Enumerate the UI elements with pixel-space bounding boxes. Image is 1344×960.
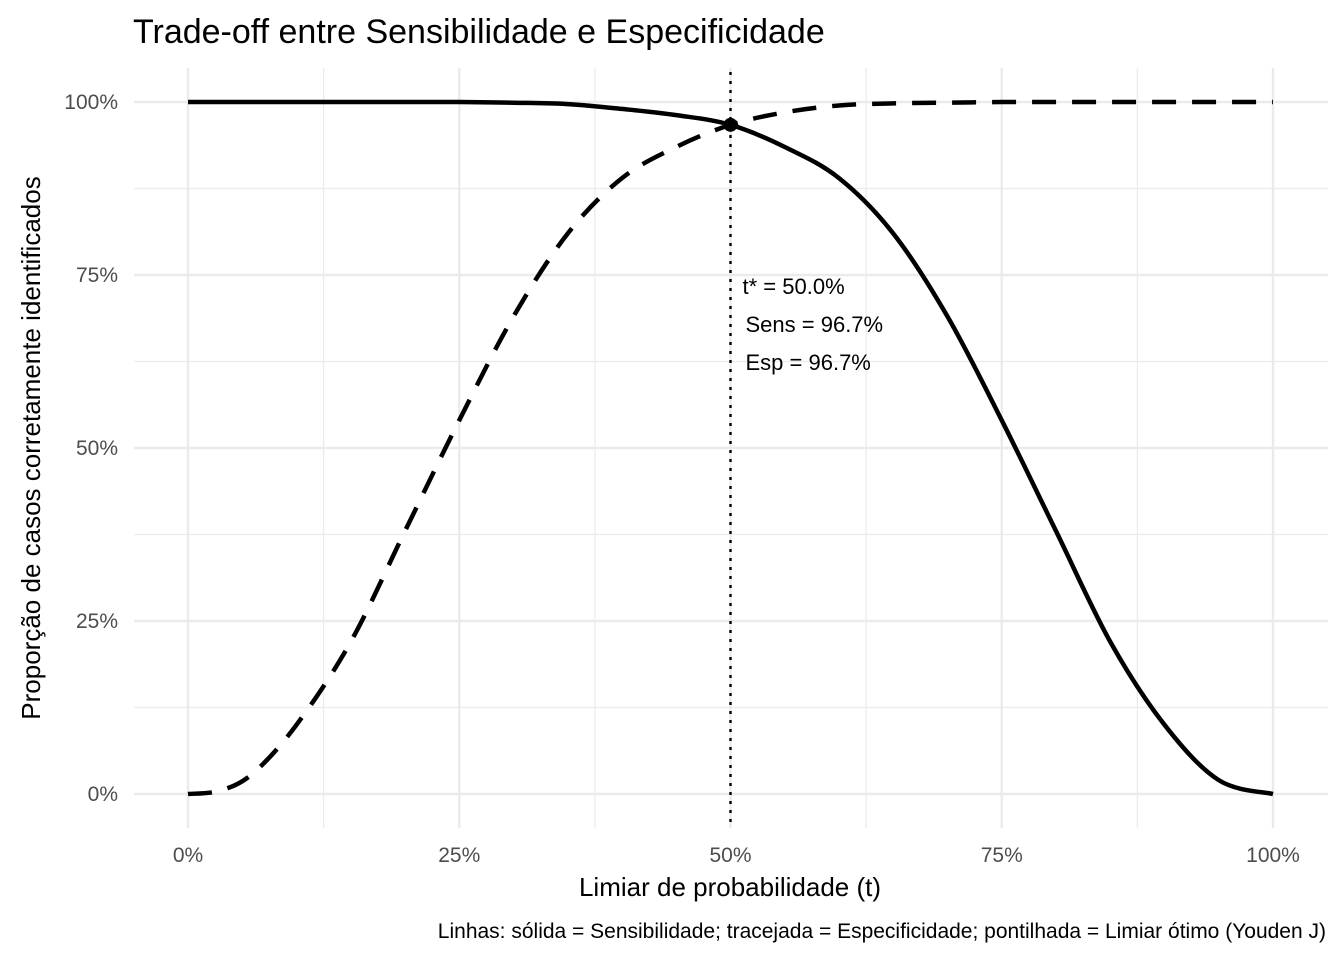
x-tick-label: 100% [1246, 844, 1300, 867]
y-tick-label: 100% [64, 91, 118, 114]
x-tick-label: 75% [981, 844, 1023, 867]
series-layer [187, 99, 1274, 797]
threshold-annotation: Esp = 96.7% [746, 350, 871, 375]
threshold-point [723, 117, 738, 132]
x-tick-label: 0% [173, 844, 203, 867]
x-axis-ticks: 0% 25% 50% 75% 100% [173, 844, 1300, 867]
y-axis-ticks: 0% 25% 50% 75% 100% [64, 91, 118, 806]
y-tick-label: 0% [88, 783, 118, 806]
y-tick-label: 75% [76, 264, 118, 287]
threshold-layer: t* = 50.0% Sens = 96.7% Esp = 96.7% [723, 72, 884, 828]
x-tick-label: 50% [709, 844, 751, 867]
chart-caption: Linhas: sólida = Sensibilidade; tracejad… [438, 920, 1326, 943]
chart-title: Trade-off entre Sensibilidade e Especifi… [133, 13, 825, 51]
threshold-annotation: Sens = 96.7% [746, 312, 884, 337]
specificity-line [187, 99, 1273, 797]
x-tick-label: 25% [438, 844, 480, 867]
y-tick-label: 50% [76, 437, 118, 460]
threshold-annotation: t* = 50.0% [743, 274, 845, 299]
y-axis-title: Proporção de casos corretamente identifi… [16, 176, 46, 719]
sensitivity-line [188, 99, 1274, 797]
y-tick-label: 25% [76, 610, 118, 633]
x-axis-title: Limiar de probabilidade (t) [579, 872, 881, 902]
